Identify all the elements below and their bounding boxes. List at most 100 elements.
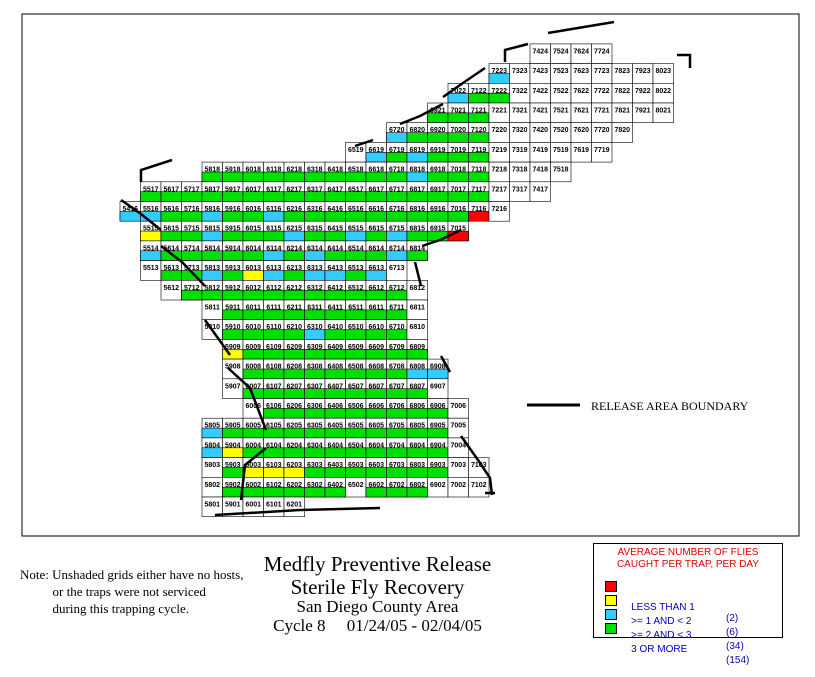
grid-cell-label: 7003 bbox=[451, 462, 467, 469]
grid-cell-label: 6411 bbox=[328, 305, 343, 312]
grid-cell-label: 6714 bbox=[389, 245, 405, 252]
grid-cell-label: 7518 bbox=[553, 167, 569, 174]
grid-cell-label: 5515 bbox=[143, 226, 159, 233]
grid-cell-label: 6308 bbox=[307, 364, 323, 371]
grid-cell-label: 6819 bbox=[410, 147, 426, 154]
grid-cell-label: 6409 bbox=[328, 344, 344, 351]
grid-cell-label: 6618 bbox=[369, 167, 385, 174]
grid-cell-label: 7821 bbox=[615, 108, 631, 115]
grid-cell-label: 6809 bbox=[410, 344, 426, 351]
grid-cell-label: 6908 bbox=[430, 364, 446, 371]
grid-cell-label: 5614 bbox=[164, 245, 180, 252]
legend-count: (2) bbox=[726, 613, 739, 624]
grid-cell-label: 7622 bbox=[574, 88, 590, 95]
grid-cell-label: 6815 bbox=[410, 226, 426, 233]
grid-cell-label: 6614 bbox=[369, 245, 385, 252]
boundary-segment bbox=[120, 198, 162, 231]
grid-cell-label: 6907 bbox=[430, 383, 446, 390]
grid-cell-label: 5815 bbox=[205, 226, 221, 233]
grid-cell-label: 6607 bbox=[369, 383, 385, 390]
grid-cell-label: 6707 bbox=[389, 383, 405, 390]
grid-cell-label: 6511 bbox=[348, 305, 363, 312]
legend-count: (34) bbox=[726, 641, 744, 652]
legend-box: AVERAGE NUMBER OF FLIES CAUGHT PER TRAP,… bbox=[593, 543, 783, 666]
grid-cell-label: 6114 bbox=[266, 245, 281, 252]
grid-cell-label: 6207 bbox=[287, 383, 303, 390]
legend-swatch-cyan bbox=[605, 609, 617, 620]
grid-cell-label: 6518 bbox=[348, 167, 364, 174]
grid-cell-label: 7423 bbox=[533, 68, 549, 75]
grid-cell-label: 7121 bbox=[471, 108, 487, 115]
grid-cell-label: 6311 bbox=[307, 305, 322, 312]
boundary-segment bbox=[160, 245, 206, 287]
grid-cell-label: 6903 bbox=[430, 462, 446, 469]
grid-cell-label: 6402 bbox=[328, 482, 344, 489]
grid-cell-label: 6005 bbox=[246, 423, 262, 430]
grid-cell-label: 7217 bbox=[492, 186, 508, 193]
grid-cell-label: 7417 bbox=[533, 186, 549, 193]
grid-cell-label: 6517 bbox=[348, 186, 364, 193]
boundary-segment bbox=[239, 447, 267, 501]
grid-cell-label: 6105 bbox=[266, 423, 282, 430]
grid-cell-label: 6107 bbox=[266, 383, 282, 390]
legend-item-less-than-1: LESS THAN 1 (2) bbox=[605, 580, 738, 635]
grid-cell-label: 6017 bbox=[246, 186, 262, 193]
grid-cell-label: 7022 bbox=[451, 88, 467, 95]
grid-cell-label: 6208 bbox=[287, 364, 303, 371]
grid-cell-label: 6001 bbox=[246, 502, 262, 509]
grid-cell-label: 6016 bbox=[246, 206, 262, 213]
grid-cell-label: 6117 bbox=[266, 186, 281, 193]
grid-cell-label: 6312 bbox=[307, 285, 323, 292]
boundary-segment bbox=[413, 261, 423, 287]
grid-cell-label: 6806 bbox=[410, 403, 426, 410]
grid-cell-label: 6613 bbox=[369, 265, 385, 272]
grid-cell-label: 5416 bbox=[123, 206, 139, 213]
grid-cell-label: 6516 bbox=[348, 206, 364, 213]
grid-cell-label: 6108 bbox=[266, 364, 282, 371]
grid-cell-label: 7020 bbox=[451, 127, 467, 134]
grid-cell-label: 7102 bbox=[471, 482, 487, 489]
grid-cell-label: 6715 bbox=[389, 226, 405, 233]
grid-cell-label: 6414 bbox=[328, 245, 344, 252]
grid-cell-label: 7017 bbox=[451, 186, 467, 193]
grid-cell-label: 6313 bbox=[307, 265, 323, 272]
grid-cell-label: 7005 bbox=[451, 423, 467, 430]
grid-cell-label: 6310 bbox=[307, 324, 323, 331]
grid-cell-label: 6802 bbox=[410, 482, 426, 489]
grid-cell-label: 7220 bbox=[492, 127, 508, 134]
grid-cell-label: 7923 bbox=[635, 68, 651, 75]
grid-cell-label: 6318 bbox=[307, 167, 323, 174]
boundary-segment bbox=[439, 355, 452, 373]
grid-cell-label: 6205 bbox=[287, 423, 303, 430]
grid-cell-label: 7118 bbox=[471, 167, 486, 174]
grid-cell-label: 6113 bbox=[266, 265, 281, 272]
grid-cell-label: 6812 bbox=[410, 285, 426, 292]
title-line-1: Medfly Preventive Release bbox=[263, 552, 492, 576]
grid-cell-label: 7318 bbox=[512, 167, 528, 174]
legend-label: >= 2 AND < 3 bbox=[631, 630, 692, 641]
grid-cell-label: 6211 bbox=[287, 305, 302, 312]
grid-cell-label: 7719 bbox=[594, 147, 610, 154]
grid-cell bbox=[468, 476, 490, 498]
boundary-segment bbox=[421, 228, 462, 248]
grid-cell-label: 6612 bbox=[369, 285, 385, 292]
grid-cell-label: 5712 bbox=[184, 285, 200, 292]
grid-cell-label: 6416 bbox=[328, 206, 344, 213]
grid-cell-label: 6010 bbox=[246, 324, 262, 331]
grid-cell-label: 6704 bbox=[389, 442, 405, 449]
grid-cell-label: 6810 bbox=[410, 324, 426, 331]
grid-cell-label: 6804 bbox=[410, 442, 426, 449]
grid-cell-label: 6608 bbox=[369, 364, 385, 371]
grid-cell-label: 6508 bbox=[348, 364, 364, 371]
legend-swatch-red bbox=[605, 581, 617, 592]
legend-item-3-or-more: 3 OR MORE (154) bbox=[605, 622, 749, 677]
grid-cell-label: 6606 bbox=[369, 403, 385, 410]
grid-cell-label: 6905 bbox=[430, 423, 446, 430]
grid-cell-label: 5914 bbox=[225, 245, 241, 252]
grid-cell-label: 5917 bbox=[225, 186, 241, 193]
grid-cell-label: 6512 bbox=[348, 285, 364, 292]
grid-cell-label: 5912 bbox=[225, 285, 241, 292]
grid-cell-label: 7522 bbox=[553, 88, 569, 95]
grid-cell-label: 7120 bbox=[471, 127, 487, 134]
grid-cell-label: 5612 bbox=[164, 285, 180, 292]
